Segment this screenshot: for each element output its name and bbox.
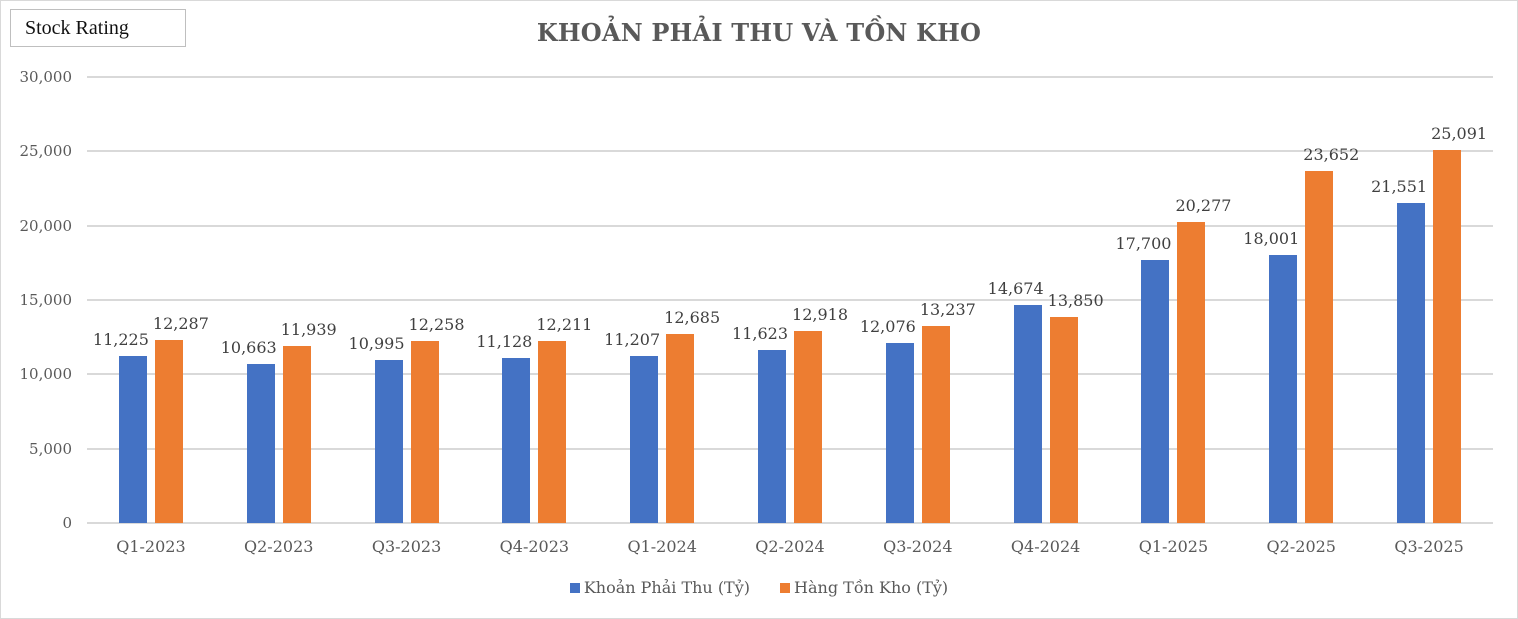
data-label: 18,001 — [1243, 229, 1300, 249]
data-label: 12,685 — [664, 308, 721, 328]
data-label: 21,551 — [1371, 176, 1428, 196]
bar-receivables[interactable] — [118, 356, 147, 523]
data-label: 20,277 — [1175, 195, 1232, 215]
data-label: 12,076 — [859, 317, 916, 337]
bar-receivables[interactable] — [1141, 259, 1170, 523]
x-tick-label: Q3-2024 — [883, 537, 953, 556]
gridline — [87, 447, 1493, 450]
data-label: 11,623 — [732, 324, 788, 344]
bar-inventory[interactable] — [282, 345, 311, 523]
y-tick-label: 20,000 — [19, 216, 73, 235]
bar-inventory[interactable] — [154, 340, 183, 523]
data-label: 12,258 — [408, 314, 465, 334]
gridline — [87, 224, 1493, 227]
x-tick-label: Q1-2024 — [627, 537, 697, 556]
bar-inventory[interactable] — [1177, 221, 1206, 523]
x-axis-line — [87, 522, 1493, 524]
x-tick-label: Q2-2025 — [1266, 537, 1336, 556]
bar-receivables[interactable] — [885, 343, 914, 523]
bar-receivables[interactable] — [758, 350, 786, 523]
data-label: 14,674 — [987, 278, 1044, 298]
bar-inventory[interactable] — [666, 334, 695, 523]
x-tick-label: Q3-2023 — [371, 537, 442, 556]
x-tick-label: Q1-2025 — [1138, 537, 1209, 556]
y-tick-label: 25,000 — [19, 142, 73, 161]
data-label: 17,700 — [1115, 233, 1172, 253]
x-tick-label: Q4-2023 — [499, 537, 570, 556]
x-tick-label: Q2-2024 — [755, 537, 825, 556]
data-label: 10,663 — [220, 338, 277, 358]
data-label: 25,091 — [1431, 123, 1488, 143]
data-label: 13,237 — [919, 300, 976, 320]
data-label: 11,128 — [476, 331, 533, 351]
bar-receivables[interactable] — [374, 359, 403, 523]
y-tick-label: 10,000 — [19, 365, 73, 384]
x-tick-label: Q1-2023 — [116, 537, 186, 556]
legend-item-inventory[interactable]: Hàng Tồn Kho (Tỷ) — [780, 578, 948, 597]
data-label: 10,995 — [348, 333, 405, 353]
bar-receivables[interactable] — [502, 357, 531, 523]
bar-receivables[interactable] — [1269, 255, 1298, 523]
y-tick-label: 0 — [62, 514, 72, 532]
y-tick-label: 15,000 — [19, 291, 73, 309]
legend-label: Khoản Phải Thu (Tỷ) — [583, 578, 751, 597]
bar-inventory[interactable] — [538, 341, 567, 523]
y-tick-label: 30,000 — [19, 68, 73, 86]
data-label: 12,211 — [536, 315, 593, 335]
gridline — [87, 373, 1493, 376]
data-label: 12,287 — [152, 314, 209, 334]
bar-inventory[interactable] — [794, 330, 822, 523]
y-tick-label: 5,000 — [29, 439, 72, 458]
x-tick-label: Q3-2025 — [1394, 537, 1464, 556]
legend-label: Hàng Tồn Kho (Tỷ) — [794, 578, 949, 597]
bar-receivables[interactable] — [1397, 202, 1426, 523]
x-tick-label: Q4-2024 — [1010, 537, 1081, 556]
chart-legend: Khoản Phải Thu (Tỷ) Hàng Tồn Kho (Tỷ) — [0, 578, 1518, 597]
bar-inventory[interactable] — [1433, 149, 1462, 523]
legend-item-receivables[interactable]: Khoản Phải Thu (Tỷ) — [569, 578, 751, 597]
bar-receivables[interactable] — [1013, 304, 1042, 523]
bar-inventory[interactable] — [1305, 171, 1334, 523]
bar-receivables[interactable] — [246, 364, 275, 523]
data-label: 11,207 — [604, 330, 661, 350]
data-label: 11,939 — [280, 319, 337, 339]
bar-receivables[interactable] — [630, 356, 659, 523]
legend-swatch-blue-icon — [569, 582, 580, 593]
gridline — [87, 76, 1493, 78]
gridline — [87, 150, 1493, 153]
legend-swatch-orange-icon — [780, 582, 791, 593]
data-label: 12,918 — [792, 304, 848, 324]
data-label: 11,225 — [92, 330, 149, 350]
bar-inventory[interactable] — [1049, 317, 1078, 523]
data-label: 13,850 — [1047, 291, 1104, 311]
x-tick-label: Q2-2023 — [244, 537, 314, 556]
bar-inventory[interactable] — [921, 326, 950, 523]
bar-inventory[interactable] — [410, 340, 439, 523]
data-label: 23,652 — [1303, 145, 1360, 165]
stock-rating-badge: Stock Rating — [10, 9, 186, 47]
chart-title: KHOẢN PHẢI THU VÀ TỒN KHO — [536, 18, 982, 47]
stock-rating-label: Stock Rating — [25, 16, 129, 39]
gridline — [87, 299, 1493, 301]
